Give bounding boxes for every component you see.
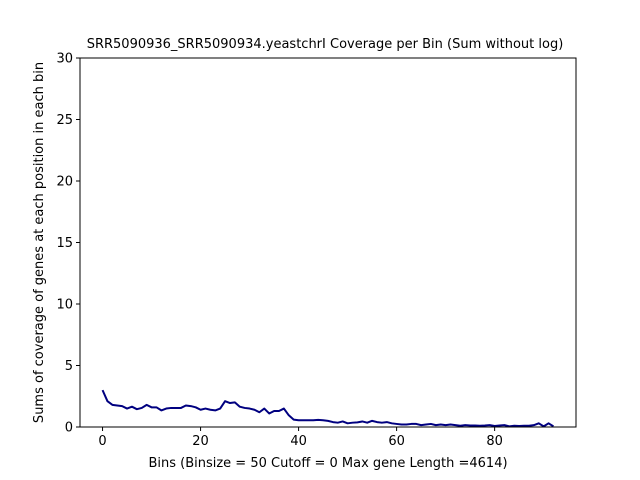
y-tick-label: 5 [65, 359, 73, 374]
plot-area [101, 389, 554, 428]
y-tick-label: 20 [56, 175, 73, 190]
y-tick-label: 10 [56, 298, 73, 313]
x-tick-label: 60 [388, 434, 405, 449]
x-tick-label: 80 [486, 434, 503, 449]
y-tick-label: 30 [56, 52, 73, 67]
y-tick-label: 0 [65, 421, 73, 436]
x-tick-label: 40 [290, 434, 307, 449]
y-axis-label: Sums of coverage of genes at each positi… [32, 62, 47, 423]
y-tick-label: 15 [56, 236, 73, 251]
x-axis-label: Bins (Binsize = 50 Cutoff = 0 Max gene L… [148, 456, 507, 471]
chart-title: SRR5090936_SRR5090934.yeastchrI Coverage… [87, 37, 564, 52]
x-axis: 0 20 40 60 80 [98, 427, 503, 449]
x-tick-label: 0 [98, 434, 106, 449]
x-tick-label: 20 [192, 434, 209, 449]
plot-frame [79, 57, 577, 428]
y-tick-label: 25 [56, 113, 73, 128]
series-line [101, 389, 554, 428]
y-axis: 0 5 10 15 20 25 30 [56, 52, 80, 436]
